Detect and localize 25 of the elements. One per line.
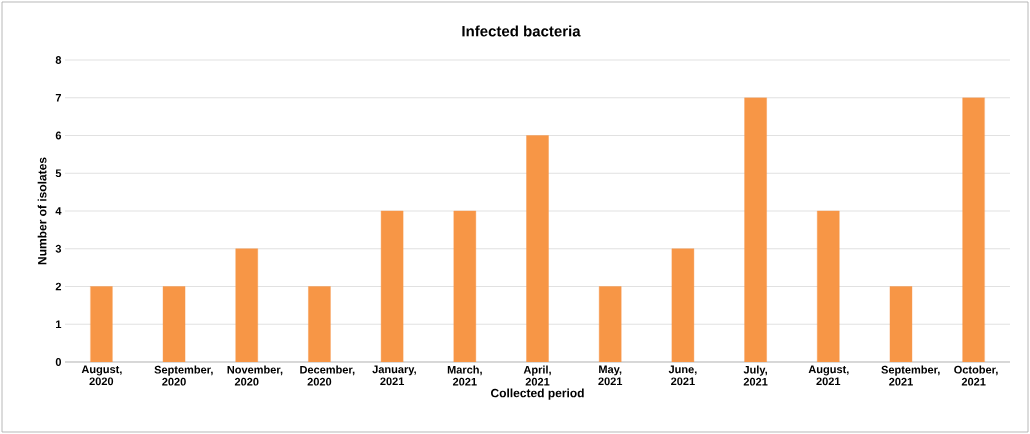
x-tick-label: March, 2021 bbox=[447, 365, 482, 386]
y-tick-label: 6 bbox=[55, 131, 62, 140]
x-axis-title: Collected period bbox=[490, 388, 584, 400]
x-tick-label: April, 2021 bbox=[523, 365, 551, 386]
y-tick-label: 8 bbox=[55, 56, 62, 64]
y-axis-title: Number of isolates bbox=[37, 157, 47, 265]
y-tick-label: 0 bbox=[55, 358, 62, 366]
x-tick-label: August, 2021 bbox=[808, 365, 849, 386]
x-tick-label: October, 2021 bbox=[954, 365, 998, 386]
y-tick-label: 7 bbox=[55, 93, 61, 102]
x-tick-label: December, 2020 bbox=[300, 365, 355, 386]
y-tick-label: 1 bbox=[56, 320, 62, 329]
y-tick-label: 3 bbox=[55, 244, 62, 253]
x-tick-label: January, 2021 bbox=[372, 365, 416, 386]
x-tick-label: June, 2021 bbox=[668, 365, 697, 386]
x-tick-label: July, 2021 bbox=[743, 365, 768, 386]
y-tick-label: 5 bbox=[55, 169, 62, 178]
y-tick-label: 2 bbox=[55, 282, 62, 291]
x-tick-label: November, 2020 bbox=[227, 365, 283, 386]
y-tick-label: 4 bbox=[55, 207, 62, 215]
x-tick-label: May, 2021 bbox=[598, 365, 623, 386]
x-tick-label: September, 2021 bbox=[881, 365, 940, 386]
chart-title: Infected bacteria bbox=[462, 25, 581, 37]
x-tick-label: September, 2020 bbox=[154, 365, 213, 386]
x-tick-label: August, 2020 bbox=[81, 365, 122, 386]
